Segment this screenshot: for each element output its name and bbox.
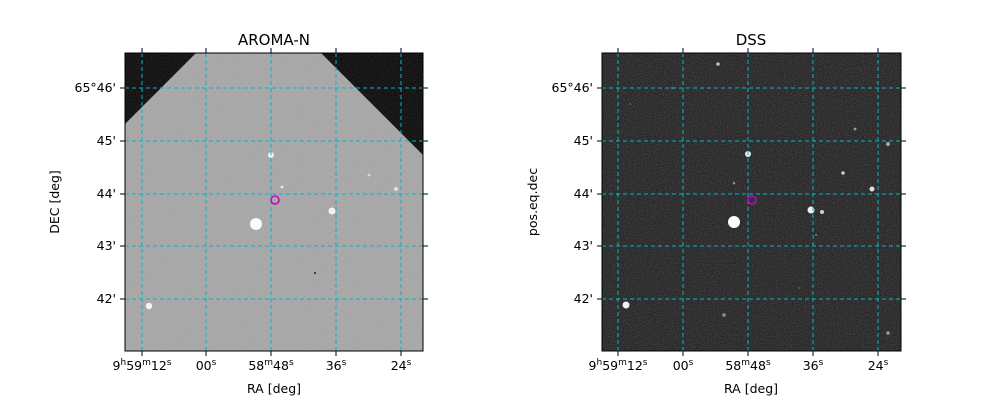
y-tick-label: 42' bbox=[574, 291, 593, 306]
target-marker bbox=[270, 195, 280, 205]
plot-frame bbox=[601, 52, 902, 352]
panel-title: AROMA-N bbox=[238, 31, 310, 49]
star bbox=[853, 127, 857, 131]
y-tick-label: 44' bbox=[97, 186, 116, 201]
x-tick-label: 00s bbox=[196, 358, 217, 373]
star bbox=[716, 62, 720, 66]
star bbox=[629, 103, 631, 105]
x-tick-label: 24s bbox=[868, 358, 889, 373]
x-tick-label: 36s bbox=[803, 358, 824, 373]
y-tick-label: 45' bbox=[574, 133, 593, 148]
star bbox=[145, 302, 153, 310]
y-axis-label: DEC [deg] bbox=[47, 170, 62, 234]
x-tick-label: 9h59m12s bbox=[113, 358, 172, 373]
panel-dss: DSS bbox=[525, 31, 906, 396]
star bbox=[728, 216, 740, 228]
x-axis-label: RA [deg] bbox=[247, 381, 301, 396]
x-tick-label: 58m48s bbox=[248, 358, 294, 373]
star bbox=[250, 218, 262, 230]
y-tick-label: 45' bbox=[97, 133, 116, 148]
dss-image bbox=[602, 53, 901, 351]
target-marker bbox=[747, 195, 757, 205]
x-tick-label: 9h59m12s bbox=[589, 358, 648, 373]
y-tick-label: 42' bbox=[97, 291, 116, 306]
coordinate-grid bbox=[125, 53, 423, 351]
star bbox=[367, 173, 371, 177]
x-tick-label: 36s bbox=[326, 358, 347, 373]
star bbox=[328, 207, 336, 215]
aroma-image bbox=[125, 53, 423, 351]
star bbox=[820, 210, 824, 214]
y-tick-label: 65°46' bbox=[552, 80, 594, 95]
y-tick-label: 43' bbox=[97, 238, 116, 253]
star bbox=[798, 287, 800, 289]
star bbox=[886, 142, 890, 146]
y-tick-label: 43' bbox=[574, 238, 593, 253]
plot-frame bbox=[124, 52, 424, 352]
star bbox=[841, 171, 845, 175]
star bbox=[622, 301, 630, 309]
x-axis-label: RA [deg] bbox=[724, 381, 778, 396]
dark-pixel bbox=[314, 272, 316, 274]
x-tick-label: 58m48s bbox=[725, 358, 771, 373]
star bbox=[732, 181, 736, 185]
panel-title: DSS bbox=[736, 31, 767, 49]
star bbox=[814, 233, 818, 237]
axis-ticks bbox=[120, 48, 428, 356]
star bbox=[394, 187, 398, 191]
y-tick-label: 44' bbox=[574, 186, 593, 201]
coordinate-grid bbox=[602, 53, 901, 351]
y-axis-label: pos.eq.dec bbox=[525, 168, 540, 236]
star bbox=[280, 185, 284, 189]
x-tick-label: 00s bbox=[673, 358, 694, 373]
star bbox=[886, 331, 890, 335]
star bbox=[869, 186, 875, 192]
x-tick-label: 24s bbox=[391, 358, 412, 373]
axis-ticks bbox=[597, 48, 906, 356]
star bbox=[722, 313, 726, 317]
panel-aroma-n: AROMA-N bbox=[47, 31, 428, 396]
y-tick-label: 65°46' bbox=[75, 80, 117, 95]
